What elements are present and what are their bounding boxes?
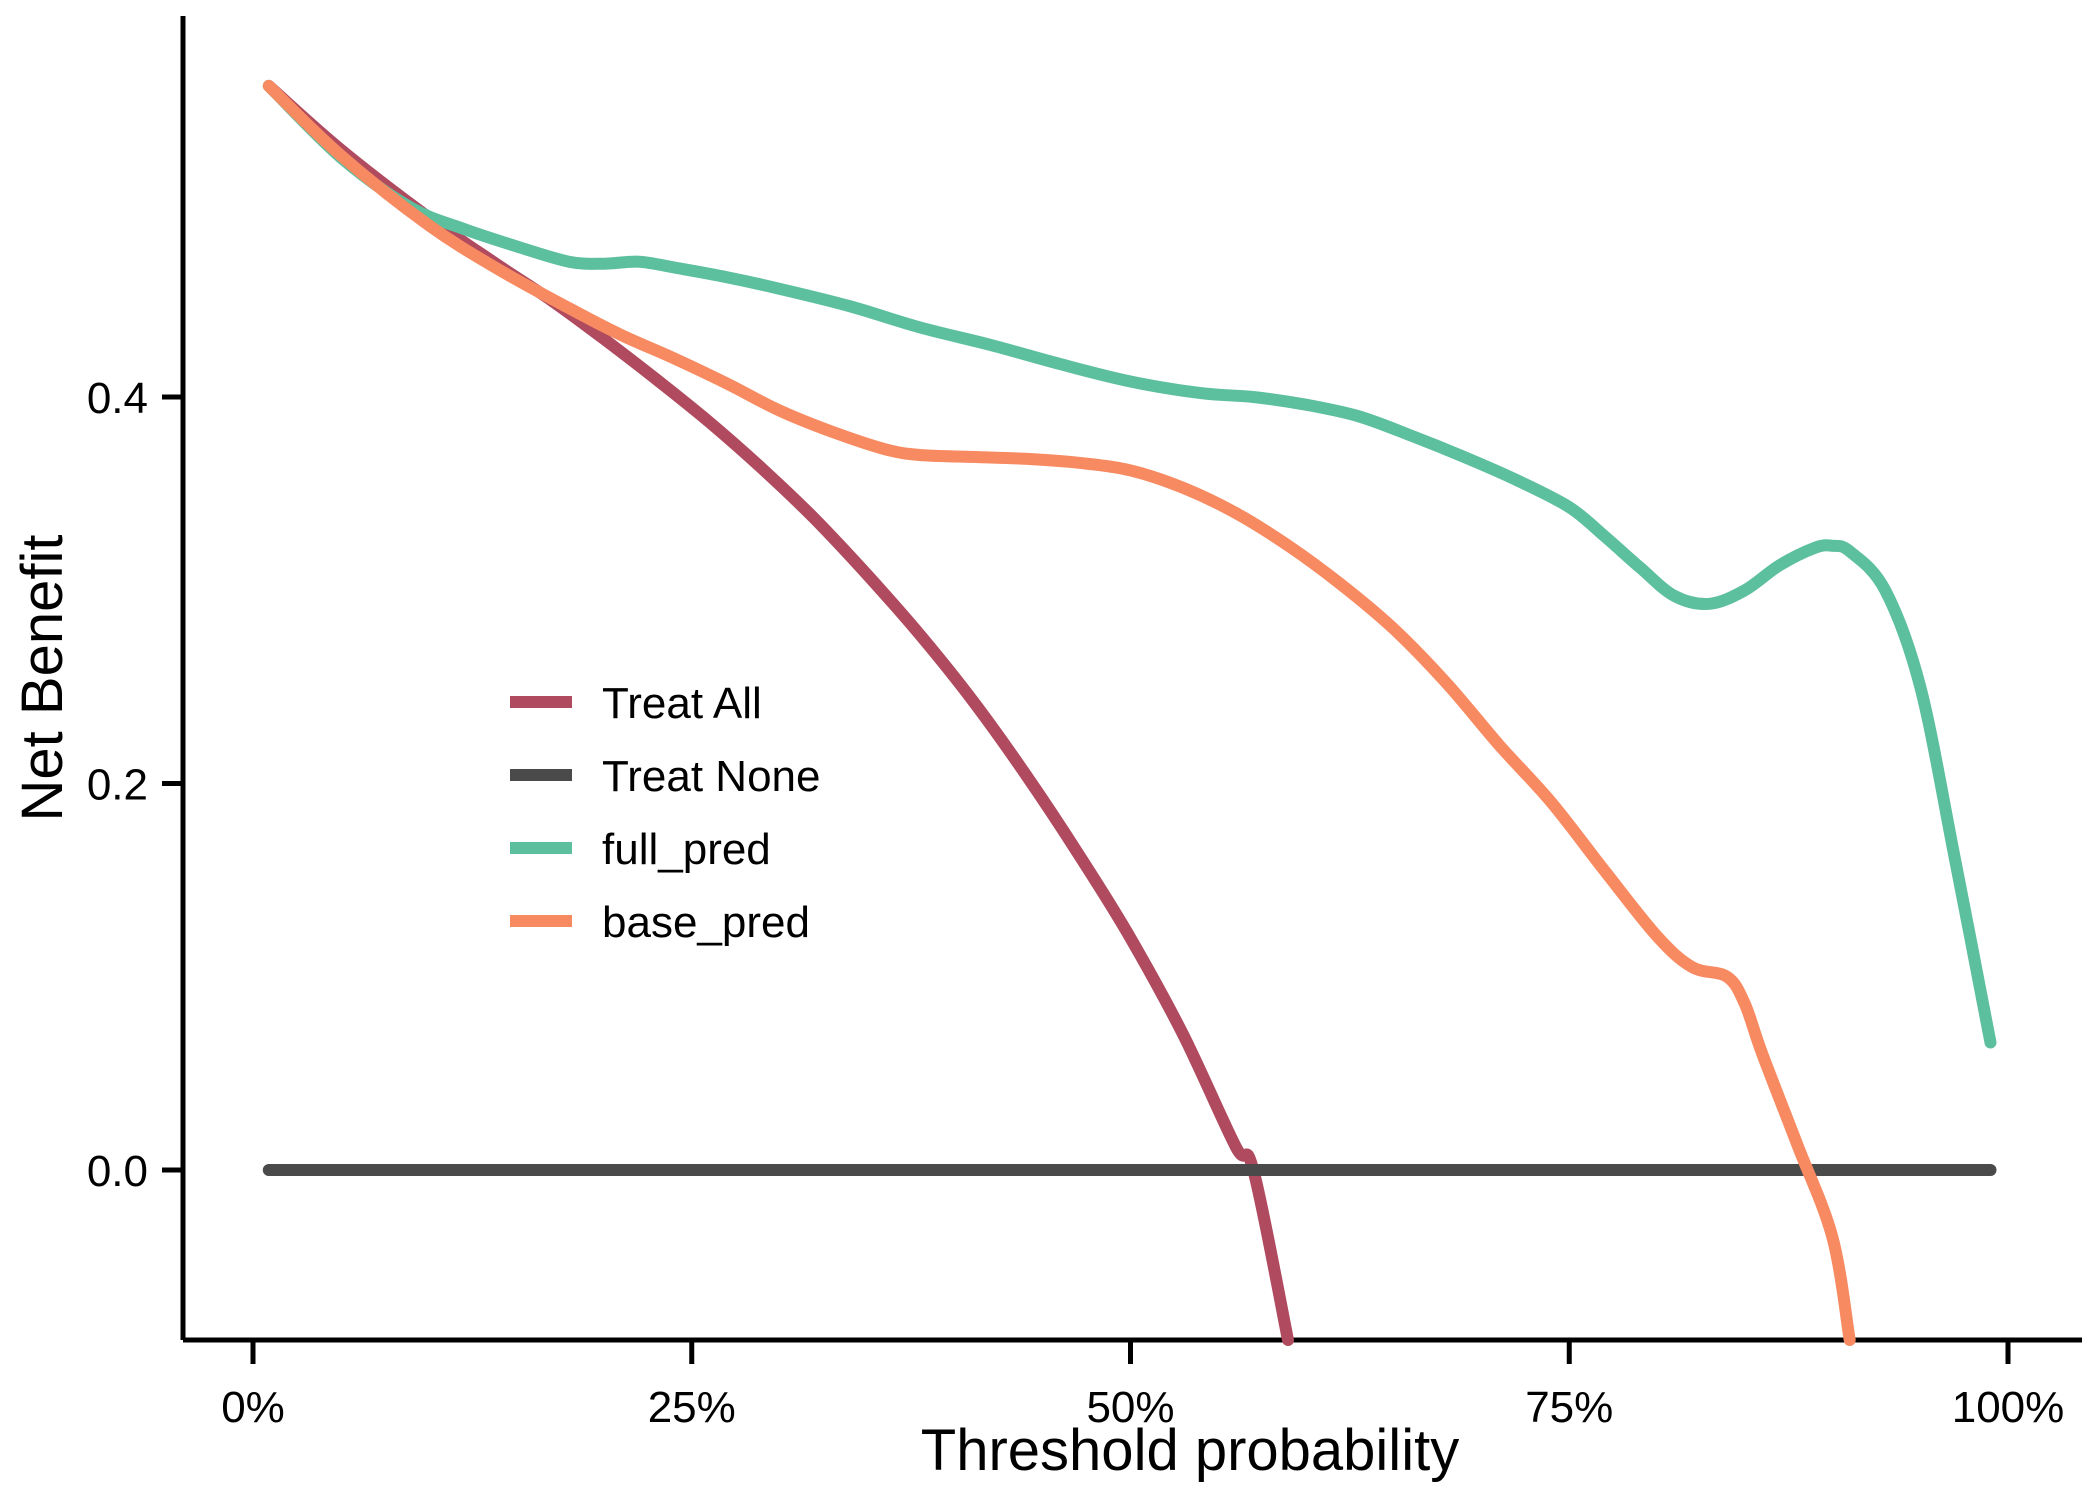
x-tick-label: 75% [1525, 1383, 1613, 1432]
series-line-full-pred [262, 79, 1997, 1049]
y-axis-ticks: 0.0 0.2 0.4 [87, 374, 183, 1196]
chart-legend: Treat All Treat None full_pred base_pred [510, 679, 820, 947]
x-axis-ticks: 0% 25% 50% 75% 100% [221, 1340, 2064, 1432]
y-tick-label: 0.2 [87, 761, 148, 810]
series-line-treat-all [262, 79, 1294, 1346]
x-tick-label: 100% [1952, 1383, 2065, 1432]
legend-label-treat-all[interactable]: Treat All [602, 679, 762, 728]
legend-label-base-pred[interactable]: base_pred [602, 898, 810, 947]
y-tick-label: 0.4 [87, 374, 148, 423]
x-tick-label: 50% [1086, 1383, 1174, 1432]
x-tick-label: 25% [648, 1383, 736, 1432]
legend-label-treat-none[interactable]: Treat None [602, 752, 820, 801]
x-axis-title: Threshold probability [921, 1418, 1459, 1483]
x-tick-label: 0% [221, 1383, 285, 1432]
series-line-base-pred [262, 79, 1856, 1346]
y-tick-label: 0.0 [87, 1147, 148, 1196]
series-group [262, 79, 1997, 1346]
legend-label-full-pred[interactable]: full_pred [602, 825, 771, 874]
y-axis-title: Net Benefit [10, 535, 75, 822]
